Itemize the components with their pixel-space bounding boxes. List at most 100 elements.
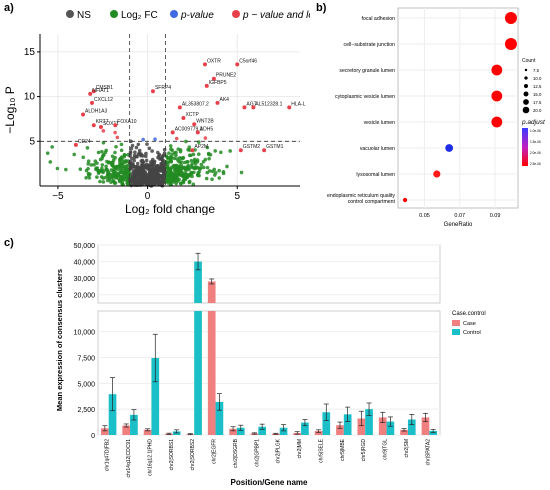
color-legend-label: 1.5e-06 [530,140,541,144]
point-label: SFRP4 [155,85,171,91]
data-point [92,162,96,167]
category-label: vesicle lumen [364,120,396,126]
data-point [87,176,92,180]
labeled-point [287,105,292,110]
labeled-point [195,130,200,135]
data-point [114,145,118,149]
data-point [153,137,157,142]
labeled-point [150,89,155,94]
data-point [228,149,232,153]
legend-label: p − value and log₂ FC [242,10,310,21]
data-point [164,179,168,184]
data-point [181,156,185,161]
data-point [199,162,204,167]
data-point [191,152,196,157]
data-point [212,173,217,177]
category-label: endoplasmic reticulum quality control com… [327,193,396,205]
data-point [168,144,173,148]
data-point [161,159,165,164]
data-point [128,159,133,164]
lower-panel-frame [97,310,441,436]
bar-case [122,425,131,435]
data-point [133,176,137,181]
x-tick-label: 0 [145,191,151,202]
x-tick-label: 0.05 [419,213,430,219]
labeled-point [192,122,197,127]
labeled-point [251,105,256,110]
data-point [118,170,123,174]
data-point [144,158,149,163]
dot-point [445,144,454,152]
data-point [168,175,173,179]
size-legend-dot [524,68,528,72]
legend-label: Control [463,330,481,336]
data-point [105,159,109,164]
point-label: CXCL12 [94,97,113,103]
bar-case [100,428,109,435]
data-point [101,169,106,173]
bar-control [343,414,352,435]
data-point [145,142,149,146]
data-point [150,149,154,153]
data-point [141,174,146,179]
labeled-point [190,148,195,153]
labeled-point [81,112,86,117]
labeled-point [202,62,207,67]
data-point [132,172,137,177]
data-point [168,178,173,183]
data-point [201,165,206,170]
data-point [101,141,106,145]
data-point [213,149,218,153]
data-point [84,175,88,180]
data-point [192,157,197,162]
data-point [186,163,190,168]
data-point [123,168,128,173]
data-point [196,152,201,156]
legend-title: Case.control [452,311,486,317]
data-point [147,172,151,177]
data-point [175,172,180,177]
bar-case [336,425,344,435]
data-point [187,180,192,185]
data-point [130,143,135,148]
data-point [191,182,196,187]
labeled-point [98,124,103,129]
legend-label: NS [77,10,91,21]
point-label: ADH5 [200,126,214,132]
data-point [187,172,191,177]
dot-point [504,12,517,24]
data-point [95,166,99,170]
data-point [141,163,145,168]
data-point [134,145,139,150]
y-tick-label: 5 [29,136,35,147]
data-point [129,146,134,151]
data-point [225,164,229,169]
labeled-point [170,130,175,135]
bar-case [421,417,430,435]
size-legend-dot [523,91,529,97]
category-label: chr2|PLGK [276,438,282,463]
legend-swatch [452,329,460,335]
point-label: AGT [246,101,256,107]
data-point [183,167,188,172]
labeled-point [181,116,186,121]
data-point [126,163,130,168]
bar-control [279,427,288,435]
volcano-plot: NS Log₂ FC p-value p − value and log₂ FC OXT… [3,10,310,215]
y-axis-title: Mean expression of consensus clusters [55,269,64,411]
category-label: vacuolar lumen [360,146,395,152]
x-tick-label: 5 [234,191,240,202]
data-point [124,159,128,164]
data-point [55,166,60,171]
panel-label-a: a) [4,2,14,14]
data-point [196,170,201,175]
data-point [115,167,120,172]
data-point [221,171,226,176]
x-axis-title: Log₂ fold change [125,202,215,215]
bar-case-lower [207,311,216,435]
bar-control [258,426,267,435]
data-point [184,139,188,144]
data-point [111,173,116,178]
bar-case [314,431,323,435]
data-point [160,154,165,159]
